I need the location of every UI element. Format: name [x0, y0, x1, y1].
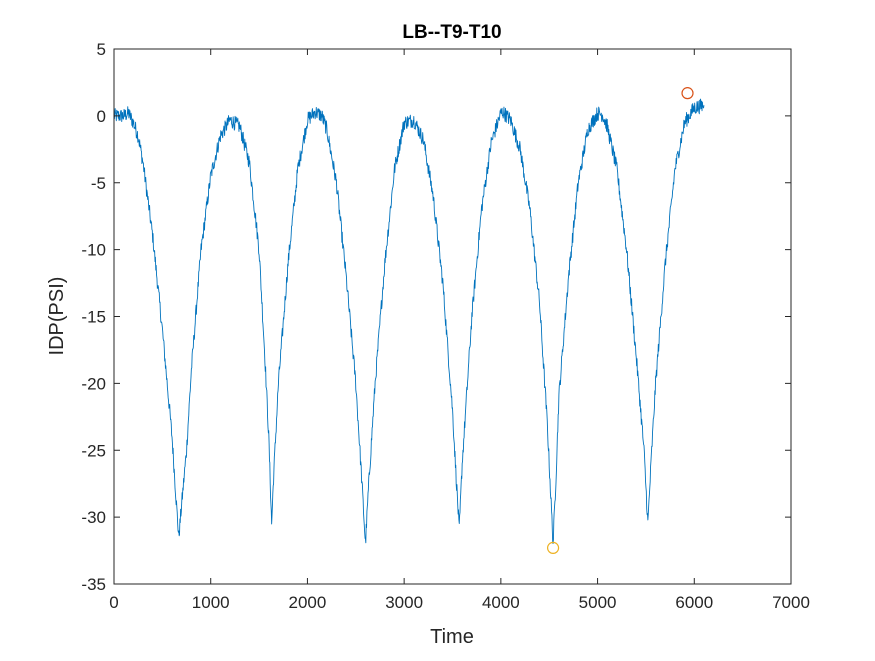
y-tick-label: -30	[81, 508, 106, 527]
chart-title: LB--T9-T10	[402, 22, 501, 43]
x-axis-label: Time	[430, 626, 474, 648]
x-tick-label: 2000	[289, 593, 327, 612]
x-tick-label: 6000	[675, 593, 713, 612]
y-tick-label: -15	[81, 308, 106, 327]
y-tick-label: -20	[81, 374, 106, 393]
circle-marker	[681, 87, 694, 100]
x-tick-label: 1000	[192, 593, 230, 612]
x-tick-label: 3000	[385, 593, 423, 612]
plot-area	[114, 49, 791, 584]
x-tick-label: 7000	[772, 593, 810, 612]
y-tick-label: 0	[97, 107, 106, 126]
y-axis-label: IDP(PSI)	[46, 277, 68, 356]
x-tick-label: 5000	[579, 593, 617, 612]
y-tick-label: 5	[97, 40, 106, 59]
x-tick-label: 0	[109, 593, 118, 612]
series-line	[113, 98, 705, 544]
y-tick-label: -35	[81, 575, 106, 594]
circle-marker	[546, 541, 560, 554]
y-tick-label: -25	[81, 441, 106, 460]
y-tick-label: -5	[91, 174, 106, 193]
x-tick-label: 4000	[482, 593, 520, 612]
y-tick-label: -10	[81, 241, 106, 260]
